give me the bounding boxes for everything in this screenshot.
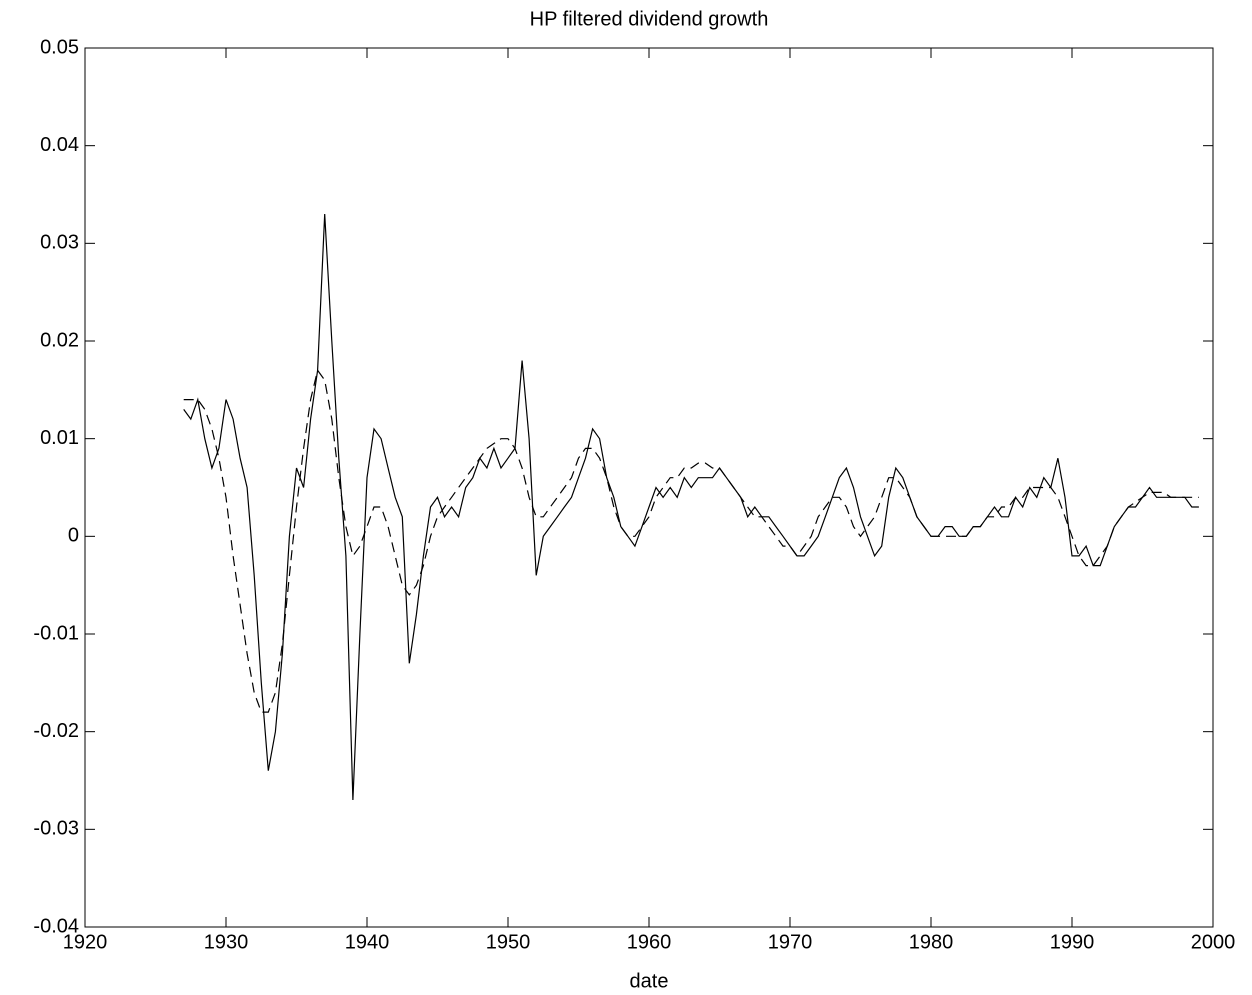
y-tick-label: 0.05	[40, 36, 79, 58]
y-tick-label: 0.04	[40, 134, 79, 156]
y-tick-label: 0.03	[40, 232, 79, 254]
x-tick-label: 1960	[627, 931, 672, 953]
y-tick-label: 0	[68, 525, 79, 547]
x-tick-label: 1920	[63, 931, 108, 953]
y-tick-label: 0.02	[40, 329, 79, 351]
y-tick-label: 0.01	[40, 427, 79, 449]
y-tick-label: -0.01	[33, 622, 79, 644]
x-tick-label: 1980	[909, 931, 954, 953]
y-tick-label: -0.04	[33, 915, 79, 937]
chart-title: HP filtered dividend growth	[530, 8, 769, 30]
x-tick-label: 1990	[1050, 931, 1095, 953]
plot-frame	[84, 47, 1214, 928]
series-line	[183, 368, 1199, 713]
y-tick-label: -0.02	[33, 720, 79, 742]
x-tick-label: 1930	[204, 931, 249, 953]
x-axis-label: date	[630, 970, 669, 992]
x-tick-label: 1970	[768, 931, 813, 953]
x-tick-label: 1940	[345, 931, 390, 953]
series-line	[183, 213, 1199, 801]
y-tick-label: -0.03	[33, 818, 79, 840]
x-tick-label: 2000	[1191, 931, 1236, 953]
x-tick-label: 1950	[486, 931, 531, 953]
